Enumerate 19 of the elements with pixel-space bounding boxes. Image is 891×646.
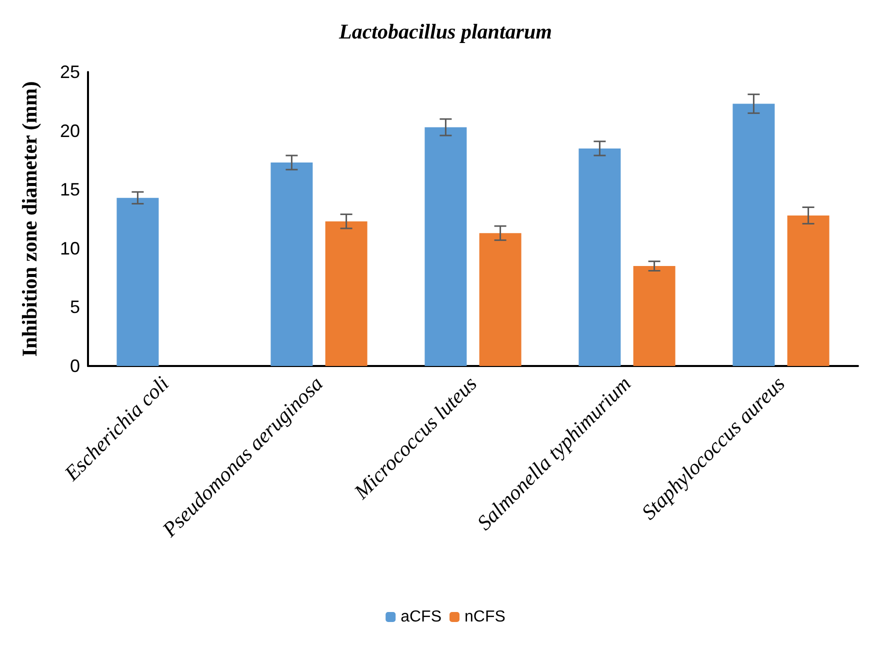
y-tick-label: 15 [60, 180, 80, 200]
bar [325, 221, 368, 366]
bar [479, 233, 522, 366]
bar [424, 127, 467, 366]
y-tick-label: 20 [60, 120, 80, 141]
legend-label: nCFS [464, 608, 506, 626]
legend-label: aCFS [400, 608, 442, 626]
y-axis-title: Inhibition zone diameter (mm) [18, 81, 42, 357]
y-tick-label: 10 [60, 238, 80, 258]
bar [116, 198, 159, 366]
y-tick-label: 5 [70, 297, 80, 318]
bar [633, 266, 676, 366]
bar [732, 104, 775, 366]
bar [787, 215, 830, 366]
bar [270, 162, 313, 366]
bar [578, 148, 621, 366]
y-tick-label: 0 [70, 356, 80, 376]
y-tick-label: 25 [60, 62, 80, 82]
chart-title: Lactobacillus plantarum [338, 20, 552, 44]
